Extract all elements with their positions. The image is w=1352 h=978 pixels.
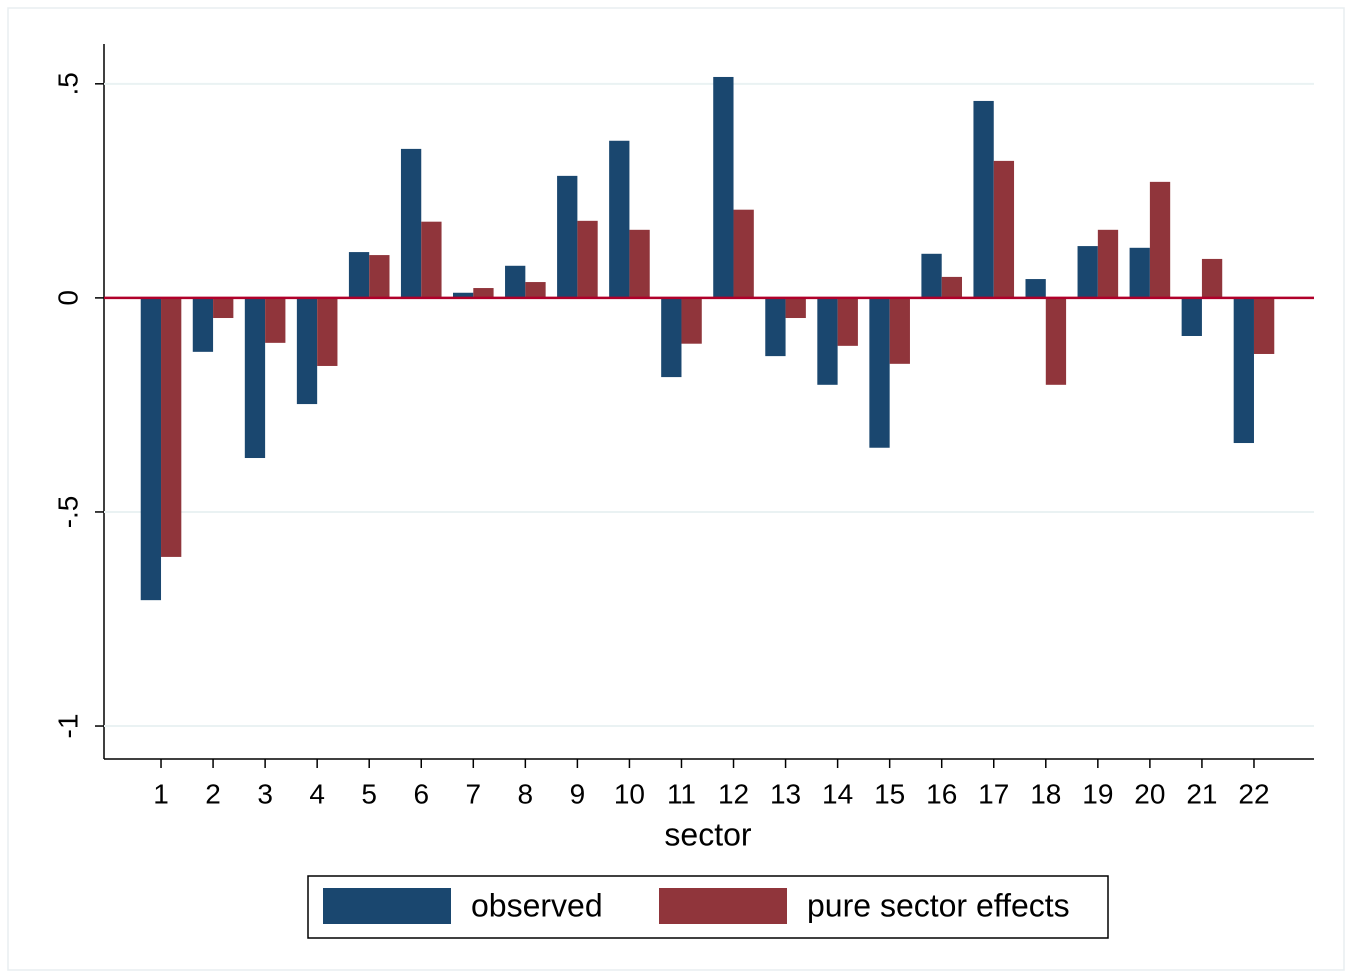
bar: [577, 220, 598, 298]
x-tick-label: 12: [718, 778, 749, 809]
bar: [400, 148, 422, 298]
bar: [452, 292, 474, 298]
y-tick-label: 0: [52, 290, 83, 306]
bar: [1149, 181, 1171, 298]
bar: [1201, 258, 1223, 298]
bar: [473, 288, 494, 298]
y-tick-label: -.5: [52, 496, 83, 529]
x-tick-label: 21: [1186, 778, 1217, 809]
bar: [869, 297, 890, 448]
x-tick-label: 14: [822, 778, 853, 809]
x-tick-label: 15: [874, 778, 905, 809]
bar: [557, 175, 578, 298]
bar: [421, 221, 442, 298]
bar: [1253, 297, 1275, 354]
bar: [296, 297, 318, 405]
bar: [140, 297, 162, 601]
x-tick-label: 13: [770, 778, 801, 809]
bar: [921, 253, 942, 298]
x-tick-label: 11: [667, 778, 696, 809]
bar: [837, 297, 858, 346]
bar: [1233, 297, 1254, 444]
bar: [244, 297, 266, 459]
bar: [733, 209, 754, 298]
bar: [192, 297, 214, 352]
bar: [993, 160, 1015, 298]
x-tick-label: 20: [1134, 778, 1165, 809]
bar: [1077, 246, 1098, 298]
x-tick-label: 9: [570, 778, 586, 809]
bar: [1097, 229, 1119, 298]
x-tick-label: 16: [926, 778, 957, 809]
x-tick-label: 8: [518, 778, 534, 809]
x-tick-label: 2: [205, 778, 221, 809]
bar: [1025, 279, 1046, 298]
bar: [369, 255, 390, 298]
legend-label: observed: [471, 887, 603, 923]
bar: [1129, 247, 1150, 298]
bar: [713, 76, 734, 298]
bar: [161, 297, 182, 557]
bar: [265, 297, 286, 343]
bar: [785, 297, 806, 319]
bar: [317, 297, 338, 366]
bar: [213, 297, 234, 319]
legend-swatch: [323, 888, 451, 924]
x-tick-label: 3: [257, 778, 273, 809]
x-tick-label: 1: [153, 778, 169, 809]
x-tick-label: 22: [1238, 778, 1269, 809]
x-tick-label: 10: [614, 778, 645, 809]
bar: [681, 297, 702, 344]
bar: [817, 297, 838, 385]
bar: [505, 265, 526, 298]
x-tick-label: 4: [309, 778, 325, 809]
y-tick-label: -1: [52, 714, 83, 739]
x-tick-label: 17: [978, 778, 1009, 809]
legend-label: pure sector effects: [807, 887, 1070, 923]
legend-swatch: [659, 888, 787, 924]
x-tick-label: 18: [1030, 778, 1061, 809]
x-tick-label: 7: [466, 778, 482, 809]
x-axis-label: sector: [664, 816, 751, 852]
bar: [629, 229, 650, 298]
bar: [765, 297, 786, 357]
x-tick-label: 6: [413, 778, 429, 809]
bar: [889, 297, 910, 364]
bar: [661, 297, 682, 378]
y-tick-label: .5: [52, 72, 83, 95]
bar: [1181, 297, 1202, 336]
bar: [941, 276, 963, 298]
bar: [1045, 297, 1067, 385]
x-tick-label: 5: [361, 778, 377, 809]
x-tick-label: 19: [1082, 778, 1113, 809]
bar: [973, 100, 994, 298]
chart-frame: [7, 7, 1345, 971]
bar: [609, 140, 630, 298]
bar: [348, 252, 370, 298]
bar: [525, 282, 546, 298]
